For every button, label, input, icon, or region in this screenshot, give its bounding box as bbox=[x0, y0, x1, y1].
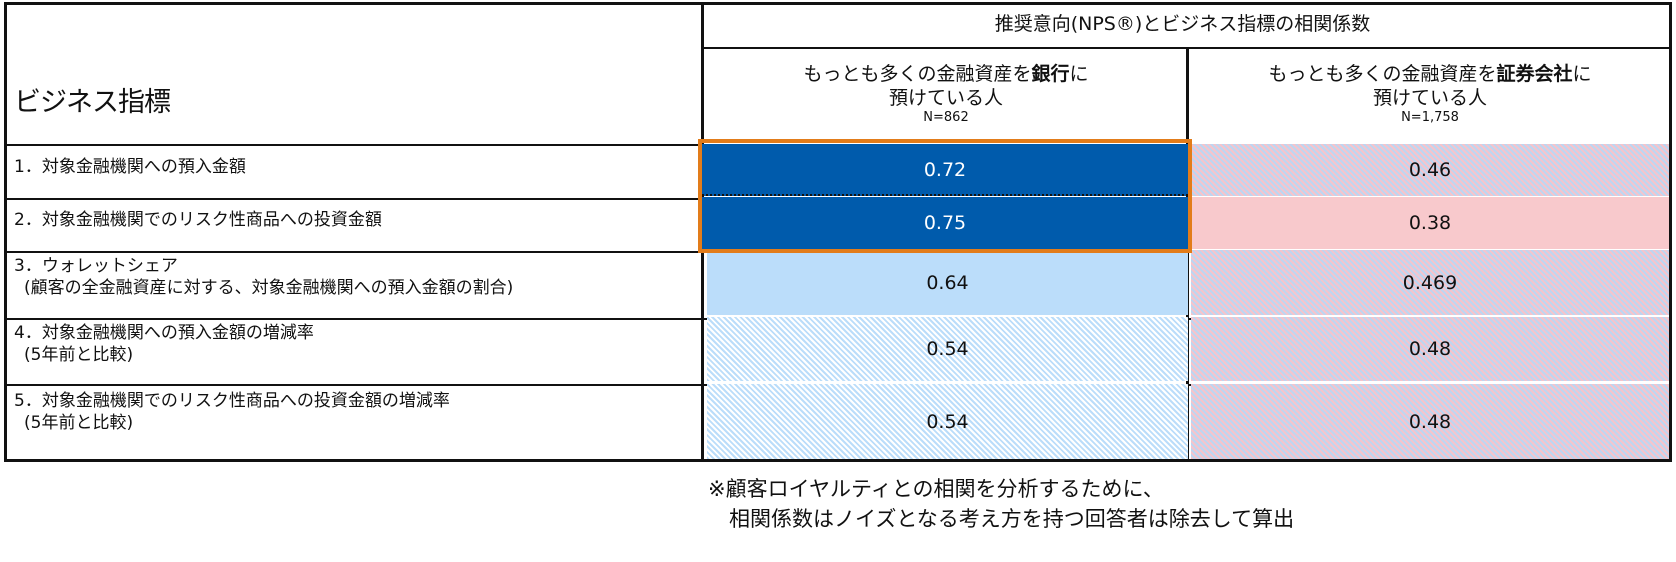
value-securities-row-2: 0.38 bbox=[1191, 197, 1669, 249]
header-divider bbox=[702, 47, 1669, 49]
value-securities-row-4: 0.48 bbox=[1191, 317, 1669, 381]
value-securities-row-3: 0.469 bbox=[1191, 250, 1669, 315]
value-bank-row-5: 0.54 bbox=[707, 384, 1188, 459]
business-metrics-header: ビジネス指標 bbox=[14, 87, 171, 118]
sample-size-bank: N=862 bbox=[923, 110, 969, 125]
highlight-row-separator bbox=[702, 194, 1188, 196]
row-label-4: 4．対象金融機関への預入金額の増減率 (5年前と比較) bbox=[14, 323, 314, 365]
column-header-securities: もっとも多くの金融資産を証券会社に 預けている人 N=1,758 bbox=[1268, 63, 1592, 125]
value-bank-row-3: 0.64 bbox=[707, 250, 1188, 315]
column-header-bank: もっとも多くの金融資産を銀行に 預けている人 N=862 bbox=[803, 63, 1089, 125]
row-label-2: 2．対象金融機関でのリスク性商品への投資金額 bbox=[14, 210, 382, 230]
value-securities-row-5: 0.48 bbox=[1191, 384, 1669, 459]
row-label-1: 1．対象金融機関への預入金額 bbox=[14, 157, 246, 177]
sample-size-securities: N=1,758 bbox=[1401, 110, 1459, 125]
value-securities-row-1: 0.46 bbox=[1191, 144, 1669, 196]
value-bank-row-2: 0.75 bbox=[702, 197, 1188, 249]
value-bank-row-4: 0.54 bbox=[707, 317, 1188, 381]
nps-correlation-header: 推奨意向(NPS®)とビジネス指標の相関係数 bbox=[994, 12, 1371, 35]
value-bank-row-1: 0.72 bbox=[702, 144, 1188, 196]
footnote: ※顧客ロイヤルティとの相関を分析するために、 相関係数はノイズとなる考え方を持つ… bbox=[708, 477, 1295, 531]
row-label-5: 5．対象金融機関でのリスク性商品への投資金額の増減率 (5年前と比較) bbox=[14, 391, 450, 433]
row-label-3: 3．ウォレットシェア (顧客の全金融資産に対する、対象金融機関への預入金額の割合… bbox=[14, 256, 514, 298]
